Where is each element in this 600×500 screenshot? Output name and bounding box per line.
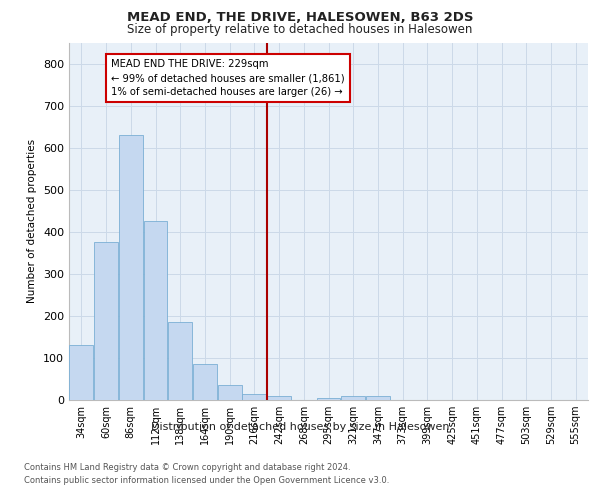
Bar [317,398,340,400]
Bar [70,346,94,400]
Text: MEAD END, THE DRIVE, HALESOWEN, B63 2DS: MEAD END, THE DRIVE, HALESOWEN, B63 2DS [127,11,473,24]
Text: Size of property relative to detached houses in Halesowen: Size of property relative to detached ho… [127,22,473,36]
Text: Contains public sector information licensed under the Open Government Licence v3: Contains public sector information licen… [24,476,389,485]
Text: Contains HM Land Registry data © Crown copyright and database right 2024.: Contains HM Land Registry data © Crown c… [24,462,350,471]
Text: MEAD END THE DRIVE: 229sqm
← 99% of detached houses are smaller (1,861)
1% of se: MEAD END THE DRIVE: 229sqm ← 99% of deta… [111,60,344,98]
Bar [143,221,167,400]
Bar [119,135,143,400]
Bar [242,394,266,400]
Bar [94,242,118,400]
Bar [168,322,192,400]
Bar [218,386,242,400]
Bar [366,396,390,400]
Bar [193,364,217,400]
Text: Distribution of detached houses by size in Halesowen: Distribution of detached houses by size … [151,422,449,432]
Y-axis label: Number of detached properties: Number of detached properties [28,139,37,304]
Bar [267,396,291,400]
Bar [341,396,365,400]
